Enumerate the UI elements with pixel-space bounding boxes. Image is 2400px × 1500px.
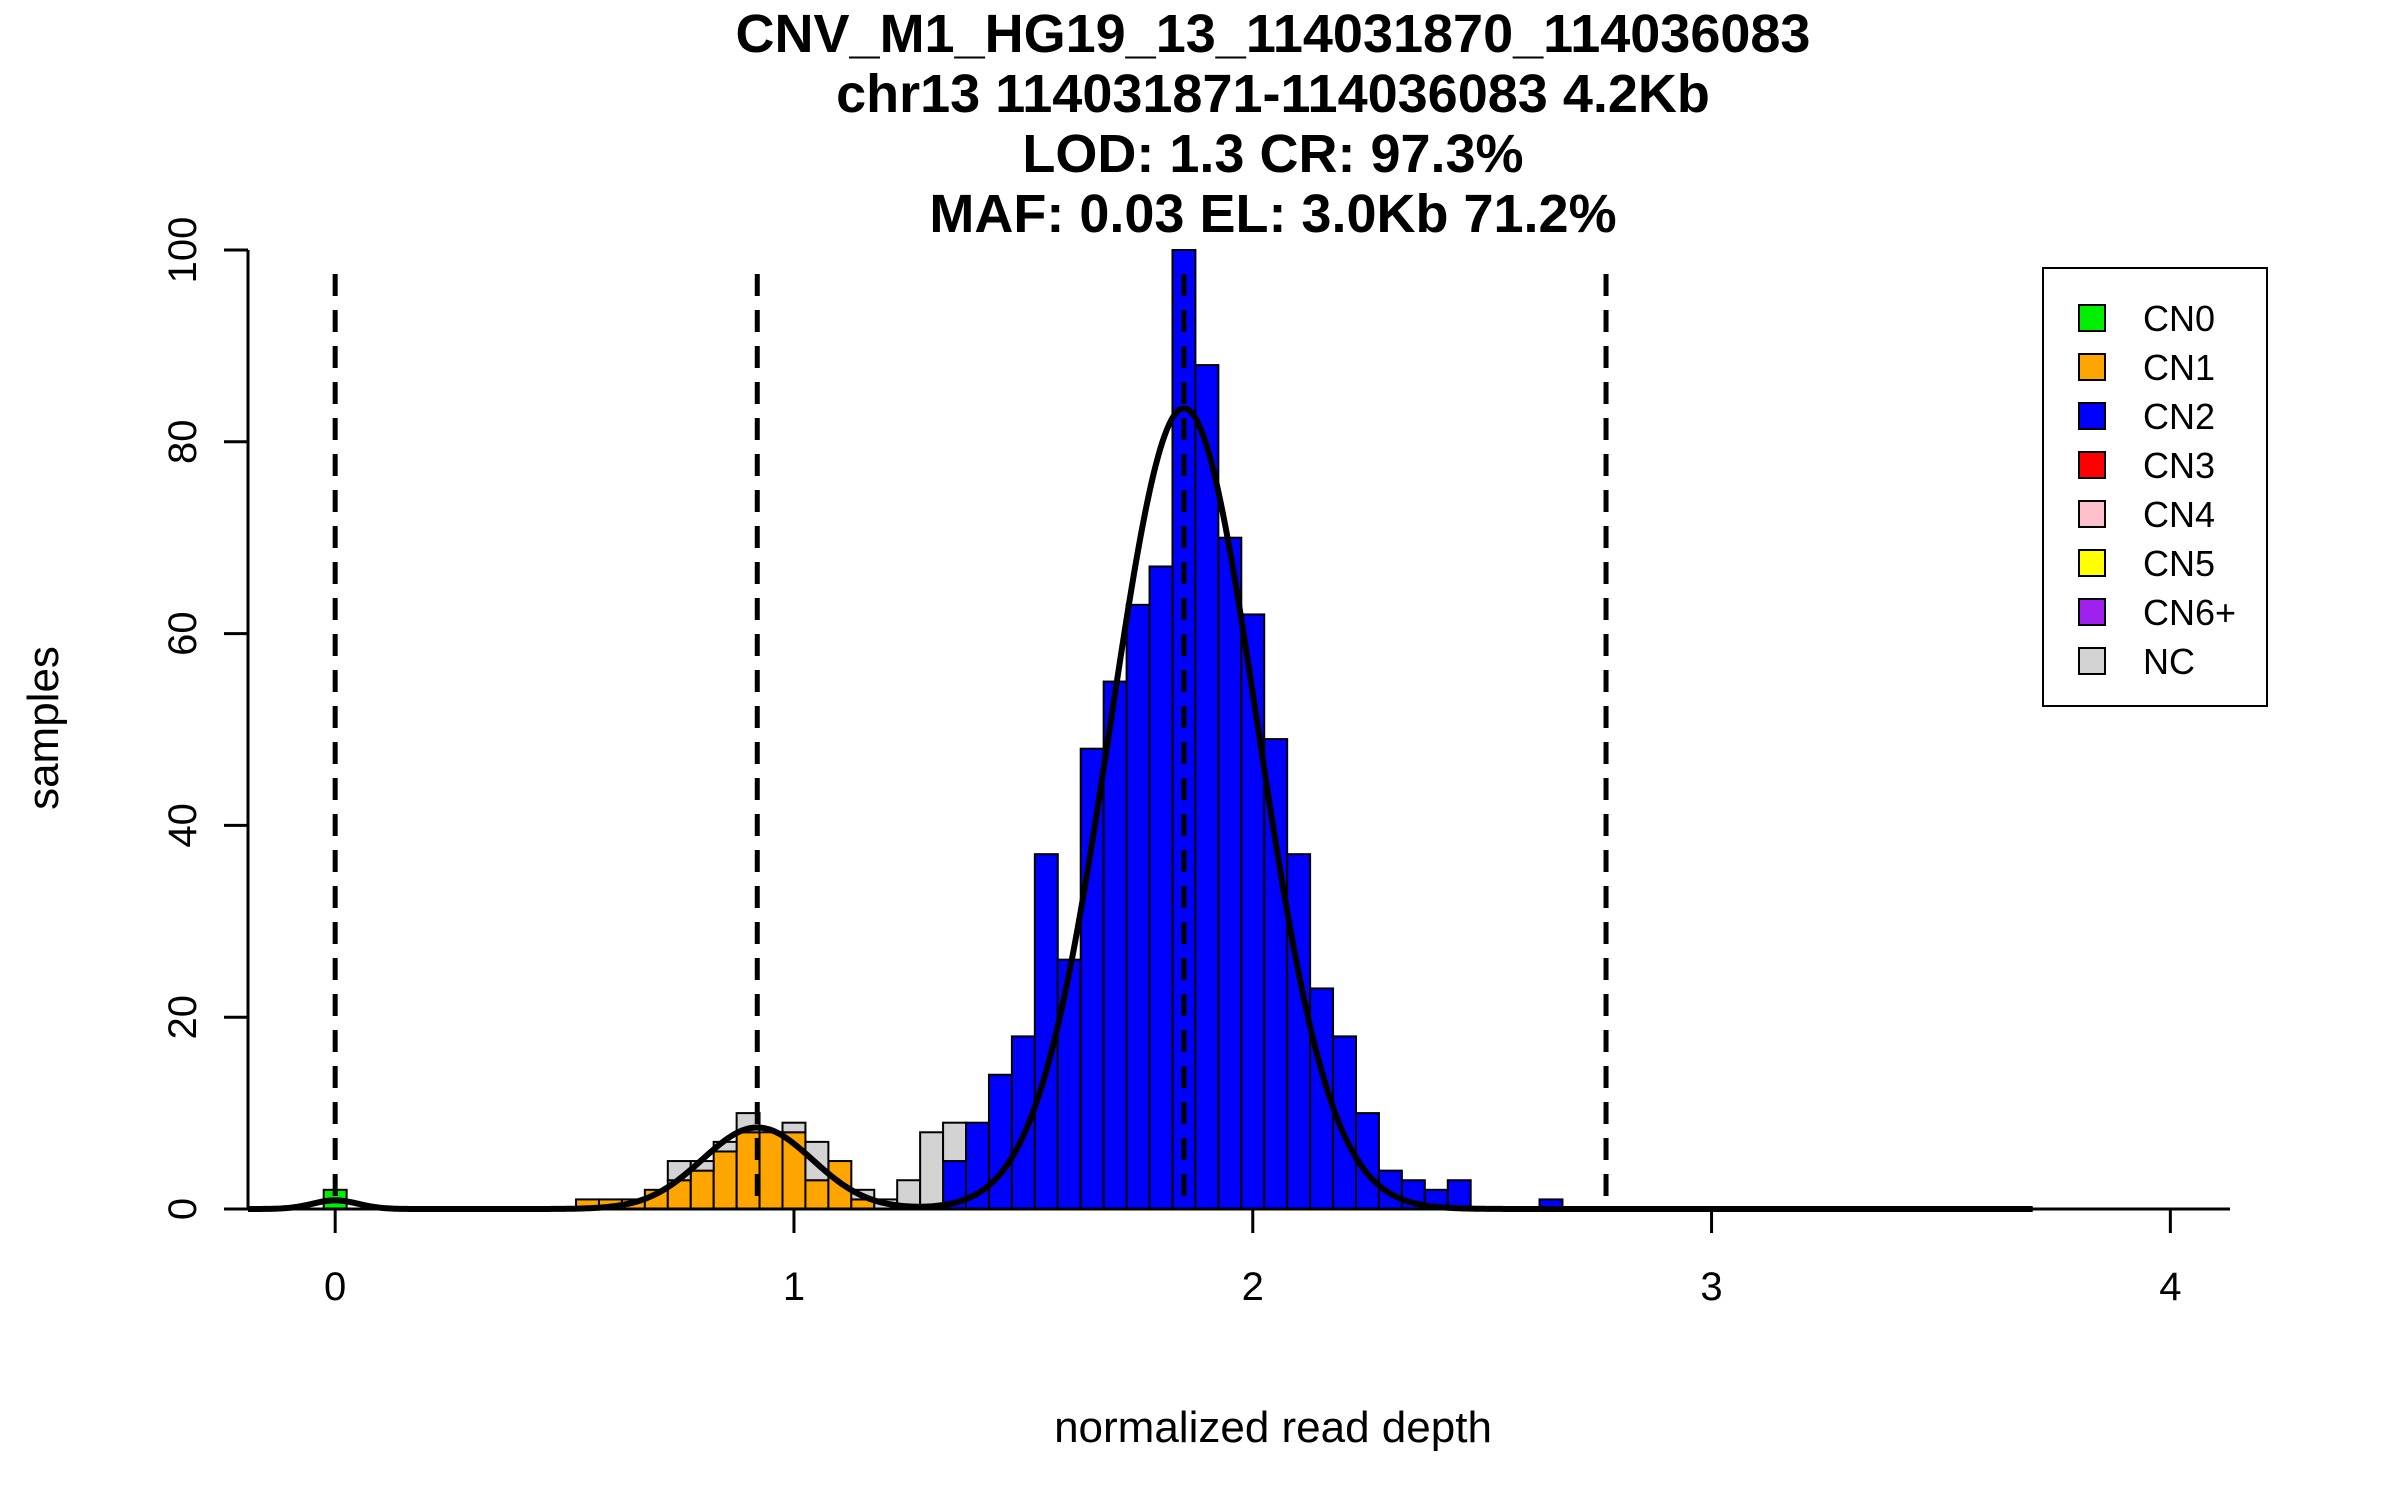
legend-box (2042, 267, 2268, 707)
x-tick-label: 3 (1700, 1265, 1722, 1309)
bar-cn1 (689, 1169, 715, 1211)
copy-number-reference-lines (332, 273, 1609, 1209)
y-axis: 0 20 40 60 80 100 (161, 217, 250, 1220)
legend-swatch (2078, 304, 2106, 332)
x-tick-label: 4 (2159, 1265, 2181, 1309)
bar-cn1 (804, 1179, 830, 1210)
x-axis: 0 1 2 3 4 (248, 1207, 2230, 1309)
y-tick-label: 100 (161, 217, 205, 284)
x-axis-label: normalized read depth (1054, 1403, 1492, 1452)
bar-cn2 (1446, 1179, 1472, 1210)
title-line-2: chr13 114031871-114036083 4.2Kb (836, 64, 1710, 124)
y-tick-label: 0 (161, 1198, 205, 1220)
histogram-bars (322, 249, 1564, 1211)
y-tick-label: 60 (161, 611, 205, 656)
bar-cn2 (987, 1073, 1013, 1210)
bar-nc (919, 1131, 945, 1211)
title-line-4: MAF: 0.03 EL: 3.0Kb 71.2% (929, 184, 1616, 244)
legend-swatch (2078, 647, 2106, 675)
y-axis-label: samples (19, 646, 68, 810)
legend-label: CN5 (2143, 543, 2215, 584)
bar-cn2 (1125, 603, 1151, 1210)
title-line-3: LOD: 1.3 CR: 97.3% (1022, 124, 1523, 184)
legend-swatch (2078, 402, 2106, 430)
legend-label: CN4 (2143, 494, 2215, 535)
chart-title: CNV_M1_HG19_13_114031870_114036083 chr13… (736, 4, 1811, 244)
legend-swatch (2078, 451, 2106, 479)
bar-cn2 (1148, 565, 1174, 1210)
legend-swatch (2078, 598, 2106, 626)
x-tick-label: 0 (324, 1265, 346, 1309)
bar-cn2 (1286, 853, 1312, 1210)
bar-cn2 (1194, 364, 1220, 1210)
legend-swatch (2078, 353, 2106, 381)
y-tick-label: 80 (161, 420, 205, 465)
bar-nc (781, 1121, 807, 1134)
bar-cn1 (758, 1131, 784, 1211)
x-tick-label: 1 (783, 1265, 805, 1309)
legend-label: CN3 (2143, 445, 2215, 486)
y-tick-label: 20 (161, 995, 205, 1039)
bar-nc (942, 1121, 968, 1163)
bar-cn2 (1079, 747, 1105, 1210)
legend-label: CN6+ (2143, 592, 2236, 633)
legend-swatch (2078, 500, 2106, 528)
x-tick-label: 2 (1242, 1265, 1264, 1309)
legend-swatch (2078, 549, 2106, 577)
legend-label: NC (2143, 641, 2195, 682)
legend-label: CN1 (2143, 347, 2215, 388)
legend-label: CN0 (2143, 298, 2215, 339)
y-tick-label: 40 (161, 803, 205, 848)
legend: CN0 CN1 CN2 CN3 CN4 CN5 CN6+ NC (2042, 267, 2268, 707)
bar-cn2 (1217, 536, 1243, 1210)
title-line-1: CNV_M1_HG19_13_114031870_114036083 (736, 4, 1811, 64)
bar-cn1 (712, 1150, 738, 1210)
legend-label: CN2 (2143, 396, 2215, 437)
